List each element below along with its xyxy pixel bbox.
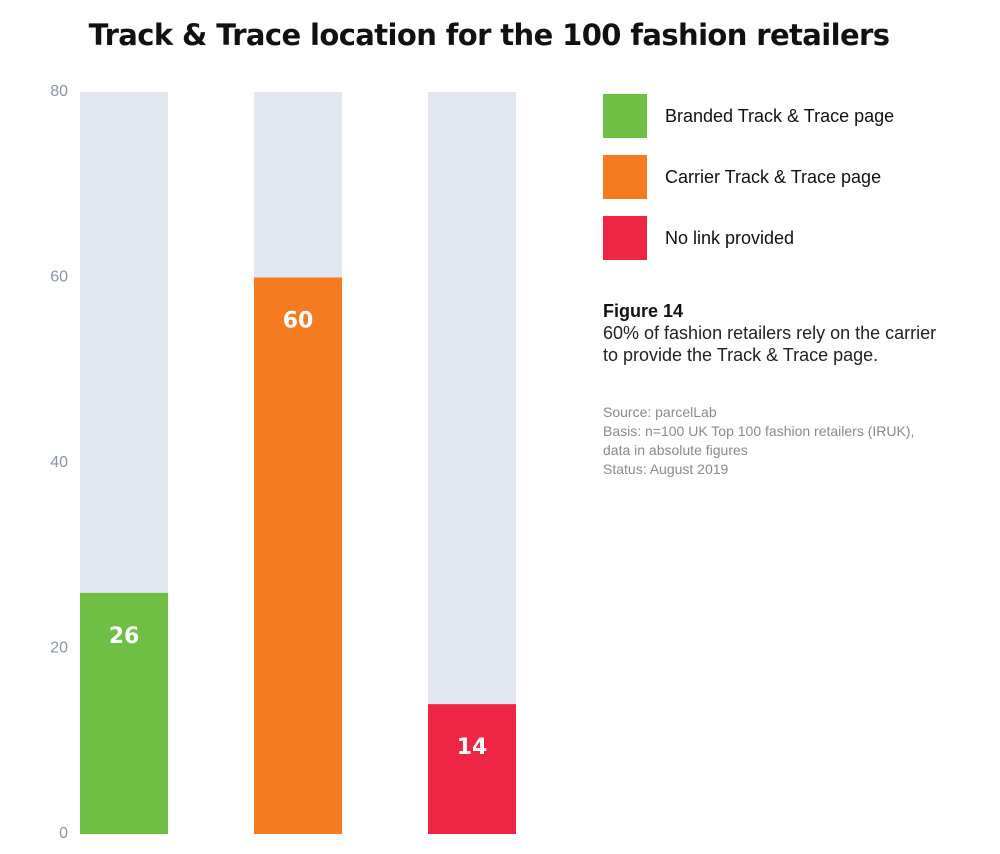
legend-item-carrier: Carrier Track & Trace page — [603, 155, 894, 199]
figure-caption-line-1: 60% of fashion retailers rely on the car… — [603, 323, 937, 343]
source-line: Source: parcelLab — [603, 404, 717, 420]
source-notes: Source: parcelLab Basis: n=100 UK Top 10… — [603, 403, 983, 479]
basis-line: Basis: n=100 UK Top 100 fashion retailer… — [603, 423, 915, 439]
legend-swatch-no-link — [603, 216, 647, 260]
bar — [80, 592, 168, 834]
legend: Branded Track & Trace page Carrier Track… — [603, 94, 894, 277]
basis-line-continued: data in absolute figures — [603, 442, 748, 458]
figure-caption-line-2: to provide the Track & Trace page. — [603, 345, 879, 365]
bar-chart: 0 20 40 60 80 26 60 14 — [50, 83, 516, 842]
y-tick-label: 0 — [59, 825, 68, 842]
legend-swatch-branded — [603, 94, 647, 138]
chart-title: Track & Trace location for the 100 fashi… — [88, 18, 890, 52]
y-tick-label: 40 — [50, 454, 68, 471]
bar-value-label: 14 — [457, 735, 488, 760]
legend-item-branded: Branded Track & Trace page — [603, 94, 894, 138]
bar — [428, 704, 516, 834]
legend-label-carrier: Carrier Track & Trace page — [665, 166, 882, 187]
status-line: Status: August 2019 — [603, 461, 729, 477]
bar-value-label: 60 — [283, 309, 314, 334]
legend-item-no-link: No link provided — [603, 216, 894, 260]
figure-caption-block: Figure 14 60% of fashion retailers rely … — [603, 300, 983, 366]
legend-label-no-link: No link provided — [665, 227, 795, 248]
figure-title: Figure 14 — [603, 301, 684, 321]
legend-label-branded: Branded Track & Trace page — [665, 105, 895, 126]
y-tick-label: 20 — [50, 640, 68, 657]
y-tick-label: 80 — [50, 83, 68, 100]
y-tick-label: 60 — [50, 269, 68, 286]
bar-value-label: 26 — [109, 624, 140, 649]
legend-swatch-carrier — [603, 155, 647, 199]
bar — [254, 277, 342, 834]
